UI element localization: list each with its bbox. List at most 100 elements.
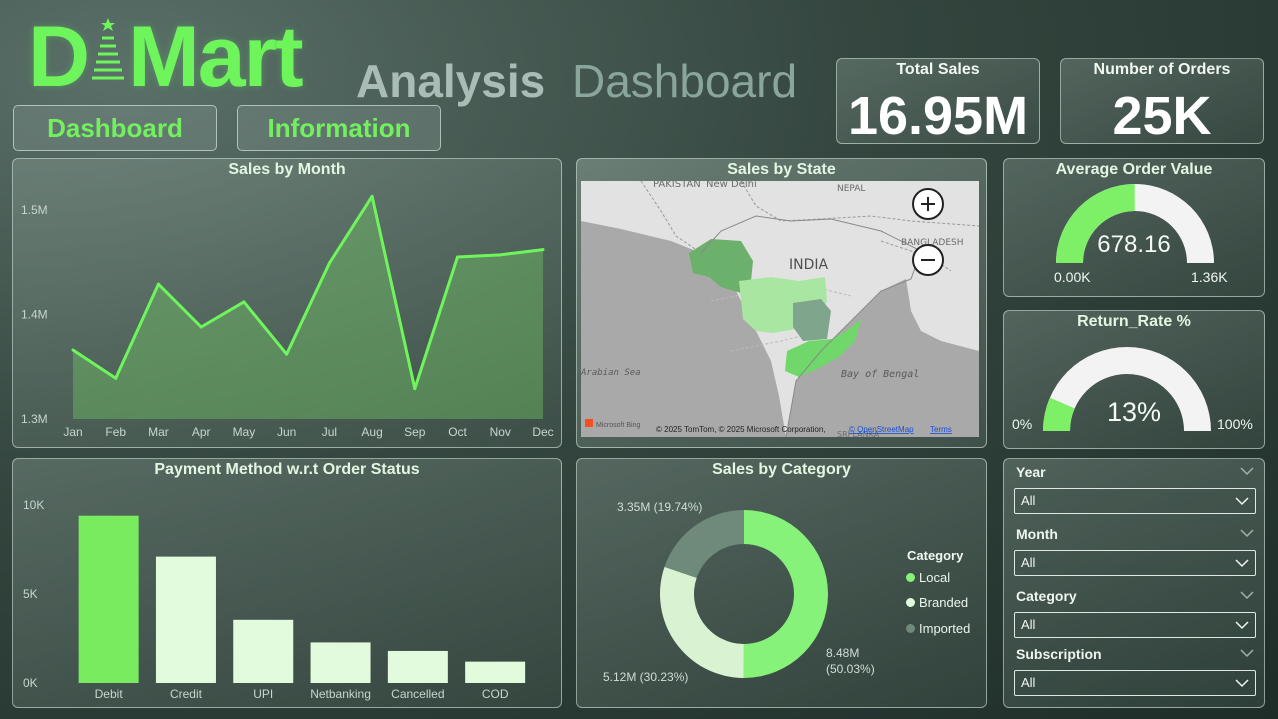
sales-point <box>327 261 331 265</box>
x-tick-label: Credit <box>170 687 203 701</box>
chevron-down-icon[interactable] <box>1240 590 1254 600</box>
x-tick-label: Aug <box>361 425 382 439</box>
sales-point <box>156 282 160 286</box>
return-rate-max: 100% <box>1217 416 1253 432</box>
legend-dot-branded <box>906 598 915 607</box>
y-tick-label: 5K <box>23 587 38 601</box>
minus-icon <box>921 259 935 261</box>
avg-order-value: 678.16 <box>1097 231 1171 258</box>
month-dropdown-value: All <box>1021 555 1036 570</box>
sales-by-month-panel: Sales by Month 1.3M 1.4M 1.5M Jan Feb Mar Apr M… <box>12 158 562 448</box>
chevron-down-icon[interactable] <box>1240 466 1254 476</box>
logo-mart: Mart <box>128 9 304 105</box>
label-sri-lanka: SRI LANKA <box>837 430 880 437</box>
legend-imported-label: Imported <box>919 621 971 636</box>
state-telangana[interactable] <box>793 299 831 341</box>
india-map[interactable]: PAKISTAN New Delhi NEPAL BANGLADESH INDI… <box>581 181 979 437</box>
chevron-down-icon <box>1235 679 1249 688</box>
category-legend-title: Category <box>907 548 964 563</box>
legend-branded[interactable]: Branded <box>906 595 968 610</box>
label-pakistan: PAKISTAN <box>653 181 701 190</box>
month-dropdown[interactable]: All <box>1014 550 1256 576</box>
bar-cancelled <box>387 650 448 683</box>
month-slicer-label: Month <box>1016 526 1058 542</box>
x-tick-label: Feb <box>105 425 126 439</box>
orders-label: Number of Orders <box>1093 61 1231 78</box>
x-tick-label: Jan <box>63 425 82 439</box>
total-sales-value: 16.95M <box>847 86 1029 146</box>
x-tick-label: Mar <box>148 425 169 439</box>
legend-imported[interactable]: Imported <box>906 621 970 636</box>
sales-point <box>370 194 374 198</box>
x-tick-label: Dec <box>532 425 553 439</box>
payment-method-title: Payment Method w.r.t Order Status <box>154 461 420 478</box>
y-tick-label: 0K <box>23 676 38 690</box>
return-rate-gauge-track <box>1043 347 1211 431</box>
sales-by-category-chart <box>660 510 828 678</box>
y-tick-label: 10K <box>23 498 44 512</box>
sales-by-category-title: Sales by Category <box>712 461 851 478</box>
sales-point <box>456 255 460 259</box>
avg-order-title: Average Order Value <box>1055 161 1213 178</box>
label-nepal: NEPAL <box>837 184 865 194</box>
x-tick-label: Netbanking <box>310 687 371 701</box>
christmas-tree-icon <box>92 18 125 80</box>
year-slicer-label: Year <box>1016 464 1046 480</box>
donut-label-local-value: 8.48M <box>826 646 860 660</box>
orders-card: Number of Orders 25K <box>1060 58 1264 146</box>
sales-by-state-title: Sales by State <box>727 161 836 178</box>
y-tick-label: 1.3M <box>21 412 48 426</box>
y-tick-label: 1.4M <box>21 307 48 321</box>
return-rate-panel: Return_Rate % 13% 0% 100% <box>1003 310 1265 449</box>
legend-local-label: Local <box>919 570 951 585</box>
x-tick-label: UPI <box>253 687 273 701</box>
legend-branded-label: Branded <box>919 595 969 610</box>
microsoft-logo-icon <box>585 419 593 427</box>
legend-local[interactable]: Local <box>906 570 950 585</box>
sales-by-state-panel: Sales by State PAKISTAN New Delhi <box>576 158 987 448</box>
sales-point <box>413 387 417 391</box>
x-tick-label: Debit <box>95 687 124 701</box>
information-button[interactable]: Information <box>237 105 441 151</box>
state-andhra[interactable] <box>785 319 861 377</box>
return-rate-min: 0% <box>1012 416 1033 432</box>
year-dropdown[interactable]: All <box>1014 488 1256 514</box>
sales-area-fill <box>73 196 543 419</box>
state-gujarat[interactable] <box>689 239 753 293</box>
subtitle-dashboard: Dashboard <box>572 55 798 107</box>
donut-slice-branded <box>660 566 744 678</box>
sales-by-month-chart: 1.3M 1.4M 1.5M Jan Feb Mar Apr May Jun Jul Aug Sep O… <box>21 194 554 439</box>
terms-link[interactable]: Terms <box>930 425 952 434</box>
donut-label-imported: 3.35M (19.74%) <box>617 500 703 514</box>
x-tick-label: Jul <box>322 425 337 439</box>
donut-slice-imported <box>664 510 744 578</box>
label-bangladesh: BANGLADESH <box>901 238 964 248</box>
subscription-slicer-label: Subscription <box>1016 646 1102 662</box>
zoom-out-button[interactable] <box>912 244 944 276</box>
chevron-down-icon <box>1235 559 1249 568</box>
filters-panel: Year All Month All Category All Subscrip… <box>1003 458 1265 708</box>
sales-point <box>498 253 502 257</box>
sales-point <box>285 352 289 356</box>
category-dropdown[interactable]: All <box>1014 612 1256 638</box>
avg-order-panel: Average Order Value 678.16 0.00K 1.36K <box>1003 158 1265 297</box>
dmart-logo: D Mart <box>28 14 304 100</box>
y-tick-label: 1.5M <box>21 203 48 217</box>
osm-link[interactable]: © OpenStreetMap <box>849 425 914 434</box>
x-tick-label: Jun <box>277 425 296 439</box>
donut-label-branded: 5.12M (30.23%) <box>603 670 689 684</box>
label-bing: Microsoft Bing <box>596 422 640 429</box>
zoom-in-button[interactable] <box>912 188 944 220</box>
dashboard-button[interactable]: Dashboard <box>13 105 217 151</box>
return-rate-gauge <box>1043 347 1211 431</box>
return-rate-title: Return_Rate % <box>1077 313 1191 330</box>
logo-letter-d: D <box>28 9 90 105</box>
x-tick-label: Nov <box>490 425 511 439</box>
chevron-down-icon[interactable] <box>1240 528 1254 538</box>
chevron-down-icon <box>1235 497 1249 506</box>
subscription-dropdown[interactable]: All <box>1014 670 1256 696</box>
chevron-down-icon[interactable] <box>1240 648 1254 658</box>
label-bay-of-bengal: Bay of Bengal <box>841 369 919 380</box>
map-graphic: PAKISTAN New Delhi NEPAL BANGLADESH INDI… <box>581 181 979 437</box>
subscription-dropdown-value: All <box>1021 675 1036 690</box>
